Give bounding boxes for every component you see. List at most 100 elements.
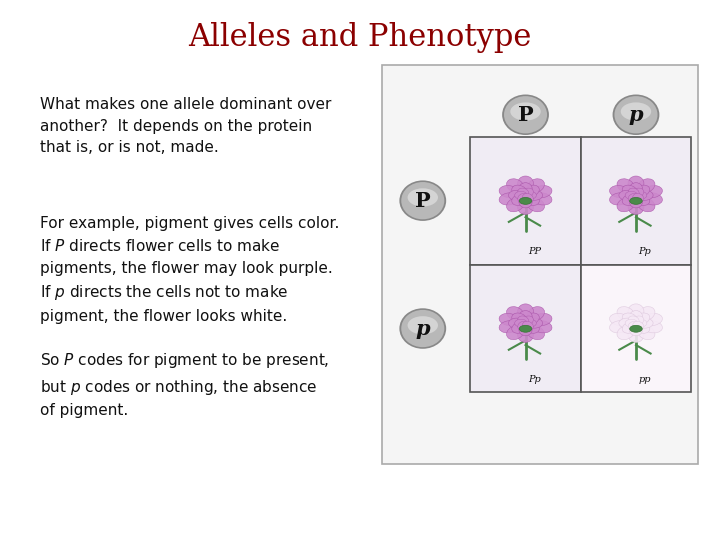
Ellipse shape xyxy=(527,198,544,212)
Ellipse shape xyxy=(643,321,662,333)
Ellipse shape xyxy=(519,310,532,323)
Ellipse shape xyxy=(636,318,653,328)
Ellipse shape xyxy=(643,313,662,326)
Ellipse shape xyxy=(519,195,532,208)
Ellipse shape xyxy=(499,186,519,198)
Text: For example, pigment gives cells color.
If $\it{P}$ directs flower cells to make: For example, pigment gives cells color. … xyxy=(40,216,339,324)
Ellipse shape xyxy=(532,321,552,333)
Text: What makes one allele dominant over
another?  It depends on the protein
that is,: What makes one allele dominant over anot… xyxy=(40,97,331,156)
Ellipse shape xyxy=(628,199,644,214)
Ellipse shape xyxy=(408,316,438,334)
Ellipse shape xyxy=(522,193,534,202)
Ellipse shape xyxy=(634,319,647,327)
Text: P: P xyxy=(415,191,431,211)
Ellipse shape xyxy=(518,176,534,191)
Ellipse shape xyxy=(613,94,660,135)
Ellipse shape xyxy=(401,310,444,347)
Text: pp: pp xyxy=(639,375,651,384)
Ellipse shape xyxy=(519,198,532,204)
Ellipse shape xyxy=(519,323,532,336)
Ellipse shape xyxy=(524,319,536,327)
Ellipse shape xyxy=(629,323,643,336)
Ellipse shape xyxy=(518,199,534,214)
Ellipse shape xyxy=(617,179,634,193)
Ellipse shape xyxy=(400,180,446,221)
Text: P: P xyxy=(518,105,534,125)
Ellipse shape xyxy=(499,193,519,205)
Text: So $\it{P}$ codes for pigment to be present,
but $\it{p}$ codes or nothing, the : So $\it{P}$ codes for pigment to be pres… xyxy=(40,351,329,418)
Ellipse shape xyxy=(633,316,644,325)
Ellipse shape xyxy=(628,321,639,330)
Ellipse shape xyxy=(637,307,655,321)
Ellipse shape xyxy=(510,103,541,120)
Ellipse shape xyxy=(636,190,653,200)
Ellipse shape xyxy=(634,322,649,333)
Text: p: p xyxy=(629,105,643,125)
Ellipse shape xyxy=(622,322,637,333)
Ellipse shape xyxy=(518,327,534,342)
Ellipse shape xyxy=(614,96,657,133)
Ellipse shape xyxy=(629,195,643,208)
Ellipse shape xyxy=(526,318,543,328)
Ellipse shape xyxy=(634,313,649,325)
Text: p: p xyxy=(415,319,430,339)
Ellipse shape xyxy=(629,183,643,195)
Ellipse shape xyxy=(619,190,636,200)
Ellipse shape xyxy=(519,325,532,332)
Ellipse shape xyxy=(512,313,527,325)
Ellipse shape xyxy=(637,179,655,193)
Ellipse shape xyxy=(518,321,528,330)
Ellipse shape xyxy=(518,304,534,319)
Ellipse shape xyxy=(622,185,637,197)
Ellipse shape xyxy=(532,186,552,198)
Ellipse shape xyxy=(527,326,544,340)
Ellipse shape xyxy=(518,193,528,202)
Ellipse shape xyxy=(610,193,629,205)
Ellipse shape xyxy=(507,179,524,193)
FancyBboxPatch shape xyxy=(382,65,698,464)
Ellipse shape xyxy=(625,319,638,327)
Ellipse shape xyxy=(507,307,524,321)
Ellipse shape xyxy=(610,321,629,333)
Ellipse shape xyxy=(518,188,528,197)
Ellipse shape xyxy=(643,186,662,198)
Ellipse shape xyxy=(628,193,639,202)
Ellipse shape xyxy=(630,198,642,204)
Text: Pp: Pp xyxy=(528,375,541,384)
Ellipse shape xyxy=(504,96,547,133)
Ellipse shape xyxy=(634,191,647,199)
Ellipse shape xyxy=(634,185,649,197)
Ellipse shape xyxy=(610,313,629,326)
Ellipse shape xyxy=(524,185,539,197)
Ellipse shape xyxy=(621,103,651,120)
Ellipse shape xyxy=(622,194,637,205)
Bar xyxy=(581,137,691,265)
Ellipse shape xyxy=(628,176,644,191)
Ellipse shape xyxy=(502,94,549,135)
Bar xyxy=(470,137,581,265)
Ellipse shape xyxy=(499,313,519,326)
Ellipse shape xyxy=(617,326,634,340)
Ellipse shape xyxy=(643,193,662,205)
Ellipse shape xyxy=(617,307,634,321)
Ellipse shape xyxy=(628,327,644,342)
Ellipse shape xyxy=(610,186,629,198)
Ellipse shape xyxy=(526,190,543,200)
Ellipse shape xyxy=(628,304,644,319)
Ellipse shape xyxy=(637,326,655,340)
Ellipse shape xyxy=(628,188,639,197)
Ellipse shape xyxy=(522,316,534,325)
Ellipse shape xyxy=(532,313,552,326)
Ellipse shape xyxy=(527,307,544,321)
Ellipse shape xyxy=(630,325,642,332)
Ellipse shape xyxy=(515,319,527,327)
Ellipse shape xyxy=(633,193,644,202)
Ellipse shape xyxy=(522,188,534,197)
Ellipse shape xyxy=(633,188,644,197)
Ellipse shape xyxy=(515,191,527,199)
Ellipse shape xyxy=(524,194,539,205)
Ellipse shape xyxy=(518,316,528,325)
Ellipse shape xyxy=(619,318,636,328)
Ellipse shape xyxy=(408,188,438,206)
Ellipse shape xyxy=(634,194,649,205)
